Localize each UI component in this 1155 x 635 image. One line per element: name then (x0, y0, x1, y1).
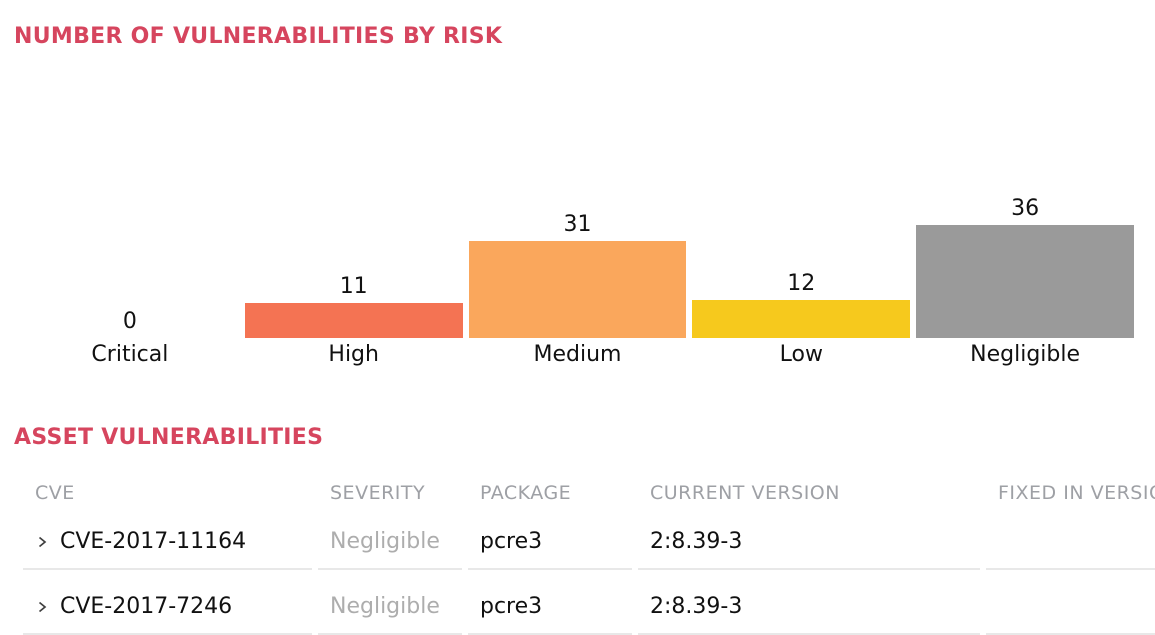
bar-medium[interactable] (468, 241, 687, 338)
bar-column-negligible: 36 (913, 198, 1137, 338)
vulnerabilities-by-risk-bar-chart: 0 11 31 12 36 Critical High Medium Low N… (18, 196, 1137, 367)
column-header-cve: CVE (35, 481, 75, 504)
category-label-low: Low (779, 342, 823, 367)
bar-column-low: 12 (689, 273, 913, 338)
bar-value-label-medium: 31 (563, 212, 592, 237)
fixed-in-version-cell (986, 580, 1155, 635)
cve-cell: CVE-2017-11164 (23, 515, 312, 570)
table-header-row: CVE SEVERITY PACKAGE CURRENT VERSION FIX… (23, 470, 1155, 515)
category-label-critical: Critical (91, 342, 169, 367)
asset-vulnerabilities-table: CVE SEVERITY PACKAGE CURRENT VERSION FIX… (23, 470, 1155, 635)
package-cell: pcre3 (468, 580, 632, 635)
current-version-cell: 2:8.39-3 (638, 580, 980, 635)
column-header-current-version: CURRENT VERSION (650, 481, 840, 504)
bar-value-label-low: 12 (787, 271, 816, 296)
bar-column-high: 11 (242, 276, 466, 338)
severity-cell: Negligible (318, 580, 462, 635)
fixed-in-version-cell (986, 515, 1155, 570)
chart-category-axis: Critical High Medium Low Negligible (18, 343, 1137, 367)
bar-low[interactable] (692, 300, 911, 338)
table-row[interactable]: CVE-2017-7246 Negligible pcre3 2:8.39-3 (23, 580, 1155, 635)
chevron-right-icon[interactable] (35, 600, 49, 614)
bar-negligible[interactable] (916, 225, 1134, 338)
cve-id: CVE-2017-7246 (60, 594, 233, 619)
column-header-fixed-in-version: FIXED IN VERSION (998, 481, 1155, 504)
severity-cell: Negligible (318, 515, 462, 570)
cve-cell: CVE-2017-7246 (23, 580, 312, 635)
asset-vulnerabilities-title: ASSET VULNERABILITIES (14, 425, 324, 450)
category-label-negligible: Negligible (970, 342, 1081, 367)
cve-id: CVE-2017-11164 (60, 529, 247, 554)
bar-value-label-critical: 0 (122, 309, 137, 334)
package-cell: pcre3 (468, 515, 632, 570)
column-header-package: PACKAGE (480, 481, 572, 504)
table-row[interactable]: CVE-2017-11164 Negligible pcre3 2:8.39-3 (23, 515, 1155, 570)
category-label-medium: Medium (533, 342, 622, 367)
bar-column-medium: 31 (466, 214, 690, 338)
bar-column-critical: 0 (18, 311, 242, 338)
chevron-right-icon[interactable] (35, 535, 49, 549)
current-version-cell: 2:8.39-3 (638, 515, 980, 570)
column-header-severity: SEVERITY (330, 481, 426, 504)
chart-plot-area: 0 11 31 12 36 (18, 196, 1137, 338)
risk-chart-title: NUMBER OF VULNERABILITIES BY RISK (14, 24, 503, 49)
bar-high[interactable] (244, 303, 463, 338)
bar-value-label-negligible: 36 (1011, 196, 1040, 221)
bar-value-label-high: 11 (339, 274, 368, 299)
category-label-high: High (328, 342, 379, 367)
